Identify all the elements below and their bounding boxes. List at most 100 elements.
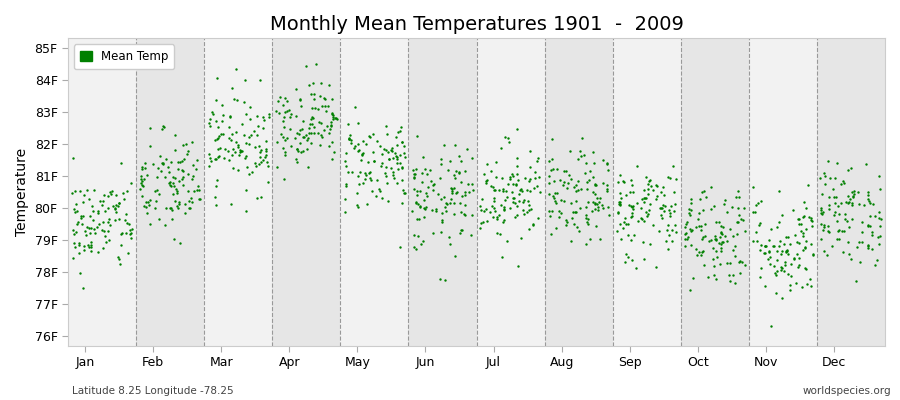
Point <box>91 210 105 216</box>
Point <box>766 243 780 250</box>
Point <box>512 187 526 193</box>
Point <box>625 204 639 211</box>
Point <box>860 196 875 202</box>
Point <box>86 208 101 214</box>
Point <box>415 170 429 176</box>
Point <box>592 195 607 201</box>
Point <box>706 245 720 252</box>
Point <box>324 119 338 126</box>
Point <box>325 156 339 162</box>
Point <box>590 195 604 201</box>
Point <box>155 160 169 167</box>
Point <box>799 204 814 211</box>
Point <box>714 228 728 235</box>
Point <box>752 222 766 228</box>
Point <box>229 128 243 135</box>
Point <box>664 226 679 233</box>
Point <box>327 149 341 155</box>
Point <box>861 222 876 228</box>
Point <box>738 228 752 234</box>
Point <box>328 114 342 121</box>
Point <box>94 226 109 233</box>
Point <box>103 189 117 195</box>
Point <box>596 205 610 212</box>
Point <box>343 132 357 138</box>
Point <box>308 105 322 111</box>
Point <box>723 259 737 266</box>
Point <box>161 169 176 175</box>
Point <box>678 243 692 249</box>
Point <box>818 172 832 179</box>
Point <box>339 150 354 157</box>
Point <box>487 194 501 201</box>
Point <box>486 184 500 190</box>
Point <box>716 238 730 245</box>
Point <box>494 144 508 151</box>
Point <box>596 157 610 163</box>
Point <box>757 250 771 256</box>
Point <box>510 171 525 177</box>
Point <box>428 208 443 215</box>
Point <box>729 193 743 200</box>
Point <box>326 112 340 118</box>
Point <box>75 221 89 227</box>
Point <box>142 197 157 203</box>
Point <box>653 212 668 218</box>
Point <box>426 182 440 188</box>
Point <box>97 208 112 214</box>
Point <box>190 156 204 163</box>
Point <box>248 163 263 170</box>
Point <box>410 215 424 222</box>
Point <box>804 283 818 290</box>
Point <box>505 171 519 177</box>
Point <box>630 218 644 225</box>
Point <box>250 113 265 119</box>
Point <box>766 263 780 270</box>
Point <box>746 238 760 244</box>
Point <box>453 170 467 176</box>
Point <box>762 261 777 267</box>
Point <box>661 222 675 228</box>
Point <box>668 201 682 208</box>
Point <box>216 131 230 137</box>
Point <box>109 192 123 198</box>
Point <box>553 176 567 183</box>
Point <box>834 228 849 234</box>
Point <box>348 103 363 110</box>
Point <box>356 180 370 186</box>
Point <box>109 209 123 215</box>
Point <box>553 208 567 214</box>
Point <box>748 209 762 216</box>
Point <box>203 116 218 122</box>
Point <box>500 238 514 244</box>
Point <box>650 193 664 200</box>
Point <box>133 185 148 192</box>
Point <box>96 228 111 234</box>
Point <box>314 134 328 140</box>
Point <box>728 243 742 250</box>
Point <box>390 154 404 160</box>
Point <box>872 240 886 247</box>
Point <box>290 146 304 152</box>
Point <box>437 277 452 284</box>
Point <box>580 219 595 225</box>
Point <box>202 163 217 169</box>
Point <box>428 181 442 187</box>
Point <box>638 174 652 180</box>
Point <box>502 139 517 145</box>
Point <box>861 188 876 195</box>
Point <box>582 236 597 242</box>
Point <box>307 130 321 136</box>
Point <box>717 201 732 207</box>
Point <box>861 198 876 204</box>
Point <box>720 260 734 266</box>
Point <box>750 238 764 244</box>
Point <box>625 213 639 219</box>
Point <box>176 174 190 180</box>
Point <box>526 220 540 227</box>
Point <box>758 283 772 289</box>
Point <box>204 157 219 164</box>
Point <box>443 158 457 164</box>
Point <box>789 239 804 246</box>
Point <box>855 219 869 226</box>
